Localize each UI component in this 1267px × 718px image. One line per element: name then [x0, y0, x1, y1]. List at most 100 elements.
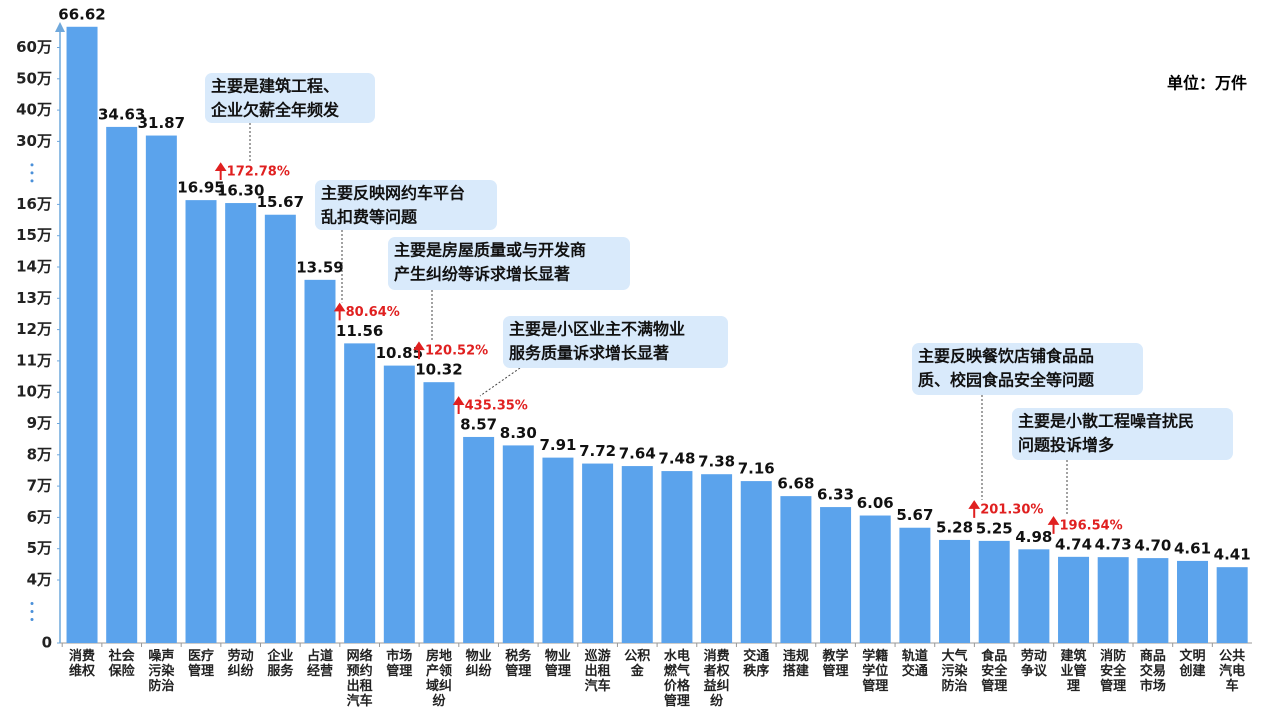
annotation-text: 质、校园食品安全等问题	[918, 371, 1095, 390]
x-tick-label: 大气污染防治	[941, 649, 968, 694]
annotation-text: 问题投诉增多	[1018, 436, 1114, 455]
bar	[859, 515, 891, 643]
bar	[820, 507, 852, 643]
x-tick-label: 商品交易市场	[1139, 649, 1166, 694]
bar	[304, 279, 336, 643]
x-tick-label: 消费维权	[69, 649, 96, 679]
bar	[423, 382, 455, 643]
growth-label: 172.78%	[227, 165, 290, 180]
y-axis-arrow	[55, 22, 65, 32]
y-tick-label: 5万	[27, 539, 52, 557]
y-tick-label: 60万	[16, 38, 52, 56]
x-tick-label: 公共汽电车	[1219, 649, 1246, 694]
value-label: 5.25	[976, 519, 1013, 537]
bar	[1177, 560, 1209, 643]
bar	[939, 539, 971, 643]
value-label: 5.67	[896, 506, 933, 524]
annotation-text: 主要是房屋质量或与开发商	[394, 241, 586, 260]
bar	[701, 474, 733, 643]
value-label: 7.72	[579, 442, 616, 460]
value-label: 6.68	[777, 475, 814, 493]
axis-break	[30, 163, 34, 167]
bar	[582, 463, 614, 643]
value-label: 11.56	[336, 322, 383, 340]
y-tick-label: 0	[42, 634, 52, 652]
x-tick-label: 文明创建	[1179, 649, 1206, 679]
bar	[780, 496, 812, 643]
bar	[1018, 549, 1050, 643]
value-label: 7.91	[539, 436, 576, 454]
annotation-text: 主要反映餐饮店铺食品品	[918, 347, 1094, 366]
x-tick-label: 消防安全管理	[1100, 649, 1127, 694]
value-label: 16.95	[177, 179, 224, 197]
x-tick-label: 巡游出租汽车	[584, 649, 611, 694]
x-tick-label: 噪声污染防治	[148, 649, 175, 694]
annotation-text: 企业欠薪全年频发	[210, 101, 340, 120]
axis-break	[30, 602, 34, 605]
bar	[66, 26, 98, 643]
y-tick-label: 15万	[16, 226, 52, 244]
x-tick-label: 税务管理	[505, 649, 532, 679]
x-tick-label: 公积金	[624, 649, 651, 679]
x-tick-label: 物业纠纷	[465, 649, 492, 679]
growth-arrow	[968, 500, 981, 518]
annotation-text: 主要是小散工程噪音扰民	[1018, 412, 1194, 431]
value-label: 4.98	[1015, 528, 1052, 546]
y-tick-label: 12万	[16, 320, 52, 338]
growth-arrow	[413, 341, 425, 360]
value-label: 7.38	[698, 453, 735, 471]
x-tick-label: 消费者权益纠纷	[703, 649, 730, 709]
y-tick-label: 8万	[27, 445, 52, 463]
x-tick-label: 违规搭建	[782, 649, 809, 679]
bar	[502, 445, 534, 643]
bar	[899, 527, 931, 643]
bar	[1137, 558, 1169, 643]
x-tick-label: 食品安全管理	[981, 649, 1008, 694]
value-label: 15.67	[257, 193, 304, 211]
y-tick-label: 7万	[27, 477, 52, 495]
value-label: 4.74	[1055, 535, 1092, 553]
value-label: 8.57	[460, 415, 497, 433]
annotation-text: 主要是建筑工程、	[211, 77, 339, 96]
y-tick-label: 4万	[27, 571, 52, 589]
axis-break	[30, 610, 34, 613]
growth-label: 120.52%	[425, 344, 488, 359]
x-tick-label: 教学管理	[822, 649, 849, 679]
value-label: 8.30	[500, 424, 537, 442]
bar	[661, 471, 693, 643]
x-tick-label: 物业管理	[544, 649, 571, 679]
x-tick-label: 房地产领域纠纷	[425, 649, 452, 709]
y-tick-label: 40万	[16, 101, 52, 119]
value-label: 13.59	[296, 258, 343, 276]
bar	[463, 436, 495, 643]
bar	[740, 481, 772, 643]
value-label: 16.30	[217, 182, 264, 200]
growth-label: 196.54%	[1060, 518, 1123, 533]
value-label: 7.64	[619, 445, 656, 463]
x-tick-label: 网络预约出租汽车	[346, 649, 373, 709]
y-tick-label: 6万	[27, 508, 52, 526]
value-label: 7.16	[738, 460, 775, 478]
axis-break	[30, 618, 34, 621]
y-tick-label: 13万	[16, 289, 52, 307]
value-label: 5.28	[936, 518, 973, 536]
annotation-text: 服务质量诉求增长显著	[509, 344, 669, 363]
bar	[1097, 557, 1129, 643]
y-tick-label: 11万	[16, 351, 52, 369]
annotation-box	[388, 237, 630, 290]
growth-arrow	[333, 302, 346, 321]
value-label: 6.33	[817, 486, 854, 504]
value-label: 66.62	[58, 5, 105, 23]
x-tick-label: 劳动纠纷	[227, 649, 254, 679]
bar	[383, 365, 415, 643]
value-label: 10.85	[376, 344, 423, 362]
value-label: 6.06	[857, 494, 894, 512]
x-tick-label: 交通秩序	[743, 649, 770, 679]
annotation-box	[912, 343, 1143, 395]
annotation-text: 乱扣费等问题	[321, 208, 418, 227]
bar	[344, 343, 376, 643]
y-tick-label: 10万	[16, 383, 52, 401]
value-label: 7.48	[658, 450, 695, 468]
